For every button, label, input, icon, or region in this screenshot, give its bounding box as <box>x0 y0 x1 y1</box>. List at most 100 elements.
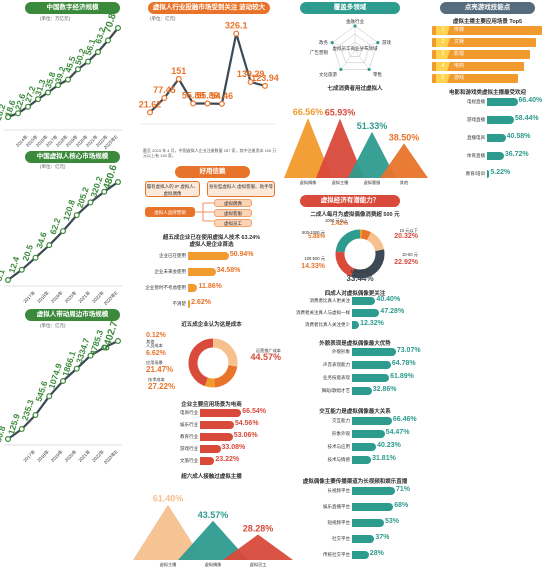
periphery-market-point-4 <box>59 377 66 384</box>
channels-bar-3 <box>352 535 375 543</box>
game-item-label: 电商 <box>454 63 465 69</box>
radar-label-1: 游戏 <box>382 39 391 46</box>
financing-value-label-3: 55.89 <box>182 91 205 101</box>
appearance-bar-0 <box>352 348 396 356</box>
spend-donut: 1.42%1000 元以上 5.88%500-1000 元 14.33%100-50… <box>301 217 419 283</box>
attention-bar-1 <box>352 309 380 317</box>
channels-category-2: 短视频平台 <box>327 520 351 525</box>
cost-title: 近五成企业认为这是成本 <box>181 322 242 328</box>
financing-value-label-7: 139.29 <box>237 69 265 79</box>
digital-economy-point-9 <box>94 48 101 55</box>
core-market-value-label-8: 480.6 <box>102 163 120 191</box>
periphery-market-tick-label-4: 2021年 <box>77 448 93 464</box>
attention-category-0: 消费者比真人更关注 <box>309 298 351 303</box>
core-market-point-5 <box>73 212 80 219</box>
cost-donut-category-4: 运营推广成本 <box>256 347 282 354</box>
scenarios-category-4: 文旅行业 <box>180 458 198 463</box>
radar-vertex-0 <box>353 24 357 28</box>
periphery-market-chart: 80.8125.9235.3545.61074.91866.13334.7478… <box>0 320 122 466</box>
consumers-used-bar-1 <box>316 118 364 178</box>
cost-donut-category-3: 人员成本 <box>146 342 164 349</box>
enterprise-use-title: 超五成企业已在使用虚拟人技术 63.24% <box>162 235 261 241</box>
radar-label-4: 政务 <box>319 39 328 46</box>
spend-donut-value-label-1: 5.88% <box>308 234 326 240</box>
financing-note: 截至 2023 年 4 月，中国虚拟人企业注册数量 287 家，其中注册资本 1… <box>143 148 277 158</box>
financing-point-8 <box>261 82 268 89</box>
interaction-title: 交互能力是虚拟偶像最大关系 <box>319 409 391 415</box>
enterprise-use-subtitle: 虚拟人是企业首选 <box>189 242 234 248</box>
appearance-bar-1 <box>352 361 391 369</box>
spend-donut-category-1: 500-1000 元 <box>302 230 325 236</box>
flow-connector <box>195 202 214 222</box>
appearance-category-1: 声音表现能力 <box>323 362 350 367</box>
digital-economy-value-label-4: 31.3 <box>33 78 48 97</box>
periphery-market-tick-label-2: 2019年 <box>49 448 65 464</box>
core-market-tick-label-3: 2020年 <box>63 289 79 305</box>
interaction-value-label-1: 54.47% <box>385 429 410 436</box>
game-anchor-category-1: 游戏直播 <box>467 117 485 122</box>
game-item-3: 4 电商 <box>432 62 524 71</box>
games-title: 虚拟主播主要应用场景 Top5 <box>452 19 523 25</box>
core-market-tick-label-4: 2021年 <box>77 289 93 305</box>
periphery-market-value-label-0: 80.8 <box>0 424 8 443</box>
radar-label-0: 金融行业 <box>346 18 364 25</box>
consumers-used-category-1: 虚拟主播 <box>332 179 350 186</box>
digital-economy-unit: (单位：万亿元) <box>40 16 70 21</box>
consumers-used-bar-0 <box>284 118 332 178</box>
core-market-value-label-1: 12.4 <box>7 255 22 274</box>
game-anchor-bar-2 <box>487 134 506 142</box>
channels-bar-2 <box>352 519 384 527</box>
game-item-rank: 2 <box>436 38 450 47</box>
periphery-market-point-8 <box>114 338 121 345</box>
cost-donut-value-label-3: 6.62% <box>146 350 167 357</box>
consumers-used-value-label-3: 38.50% <box>389 132 420 142</box>
financing-value-label-0: 21.62 <box>139 99 162 109</box>
cost-donut-slice-4 <box>188 338 214 387</box>
radar-axis-3 <box>340 49 356 70</box>
spend-donut-slice-3 <box>350 249 385 279</box>
game-anchor-bar-4 <box>487 170 490 178</box>
spend-donut-category-3: 50-100 元 <box>351 269 369 275</box>
anchor-contact-chart: 61.40% 虚拟主播 43.57% 虚拟偶像 28.28% 虚拟员工 <box>133 494 293 568</box>
consumers-used-value-label-0: 66.56% <box>293 107 324 117</box>
cost-donut-value-label-1: 27.22% <box>148 382 175 391</box>
scenarios-category-2: 教育行业 <box>180 434 198 439</box>
core-market-tick-label-6: 2023年E <box>102 289 119 306</box>
periphery-market-point-3 <box>46 393 53 400</box>
digital-economy-point-7 <box>74 66 81 73</box>
games-header: 点亮游戏技能点 <box>440 2 535 14</box>
channels-category-3: 社交平台 <box>332 536 350 541</box>
financing-point-6 <box>233 30 240 37</box>
radar-axis-4 <box>332 42 356 51</box>
digital-economy-value-label-2: 22.6 <box>13 92 28 111</box>
core-market-tick-label-2: 2019年 <box>49 289 65 305</box>
interaction-value-label-0: 66.46% <box>392 416 417 423</box>
consumers-used-chart: 66.56% 虚拟偶像 65.93% 虚拟主播 51.33% 虚拟客服 38.50% 其他 <box>284 107 428 186</box>
cost-donut-value-label-4: 44.57% <box>250 352 281 362</box>
digital-economy-chart: 16.218.622.627.231.335.839.245.550.256.1… <box>0 12 122 151</box>
game-anchor-value-label-4: 5.22% <box>490 169 511 176</box>
periphery-market-header: 虚拟人带动周边市场规模 <box>25 309 120 321</box>
appearance-value-label-3: 32.86% <box>372 386 397 393</box>
spend-donut-slice-2 <box>366 232 385 252</box>
consumers-used-bar-2 <box>348 131 396 178</box>
channels-bar-1 <box>352 503 394 511</box>
digital-economy-value-label-1: 18.6 <box>3 99 18 118</box>
attention-value-label-2: 12.32% <box>360 320 384 327</box>
scenarios-value-label-0: 66.54% <box>242 408 266 415</box>
enterprise-use-value-label-3: 2.62% <box>191 299 211 306</box>
core-market-tick-label-0: 2017年 <box>22 289 38 305</box>
financing-value-label-8: 123.94 <box>251 73 279 83</box>
enterprise-use-bar-2 <box>188 284 198 292</box>
scenarios-bar-1 <box>200 421 234 429</box>
attention-category-1: 消费者关注真人与虚拟一样 <box>296 310 350 315</box>
attention-bar-0 <box>352 297 376 305</box>
scenarios-value-label-3: 33.08% <box>221 444 246 451</box>
cost-donut: 0.12%其他 27.22%技术成本 21.47%应用场景 6.62%人员成本 44.5… <box>146 332 282 391</box>
periphery-market-point-0 <box>4 435 12 442</box>
enterprise-use-bar-1 <box>188 268 216 276</box>
spend-donut-value-label-0: 1.42% <box>331 221 349 227</box>
scenarios-title: 企业主要应用场景为电商 <box>181 402 242 408</box>
cost-donut-value-label-2: 21.47% <box>146 365 173 374</box>
game-anchor-value-label-3: 36.72% <box>504 151 529 158</box>
